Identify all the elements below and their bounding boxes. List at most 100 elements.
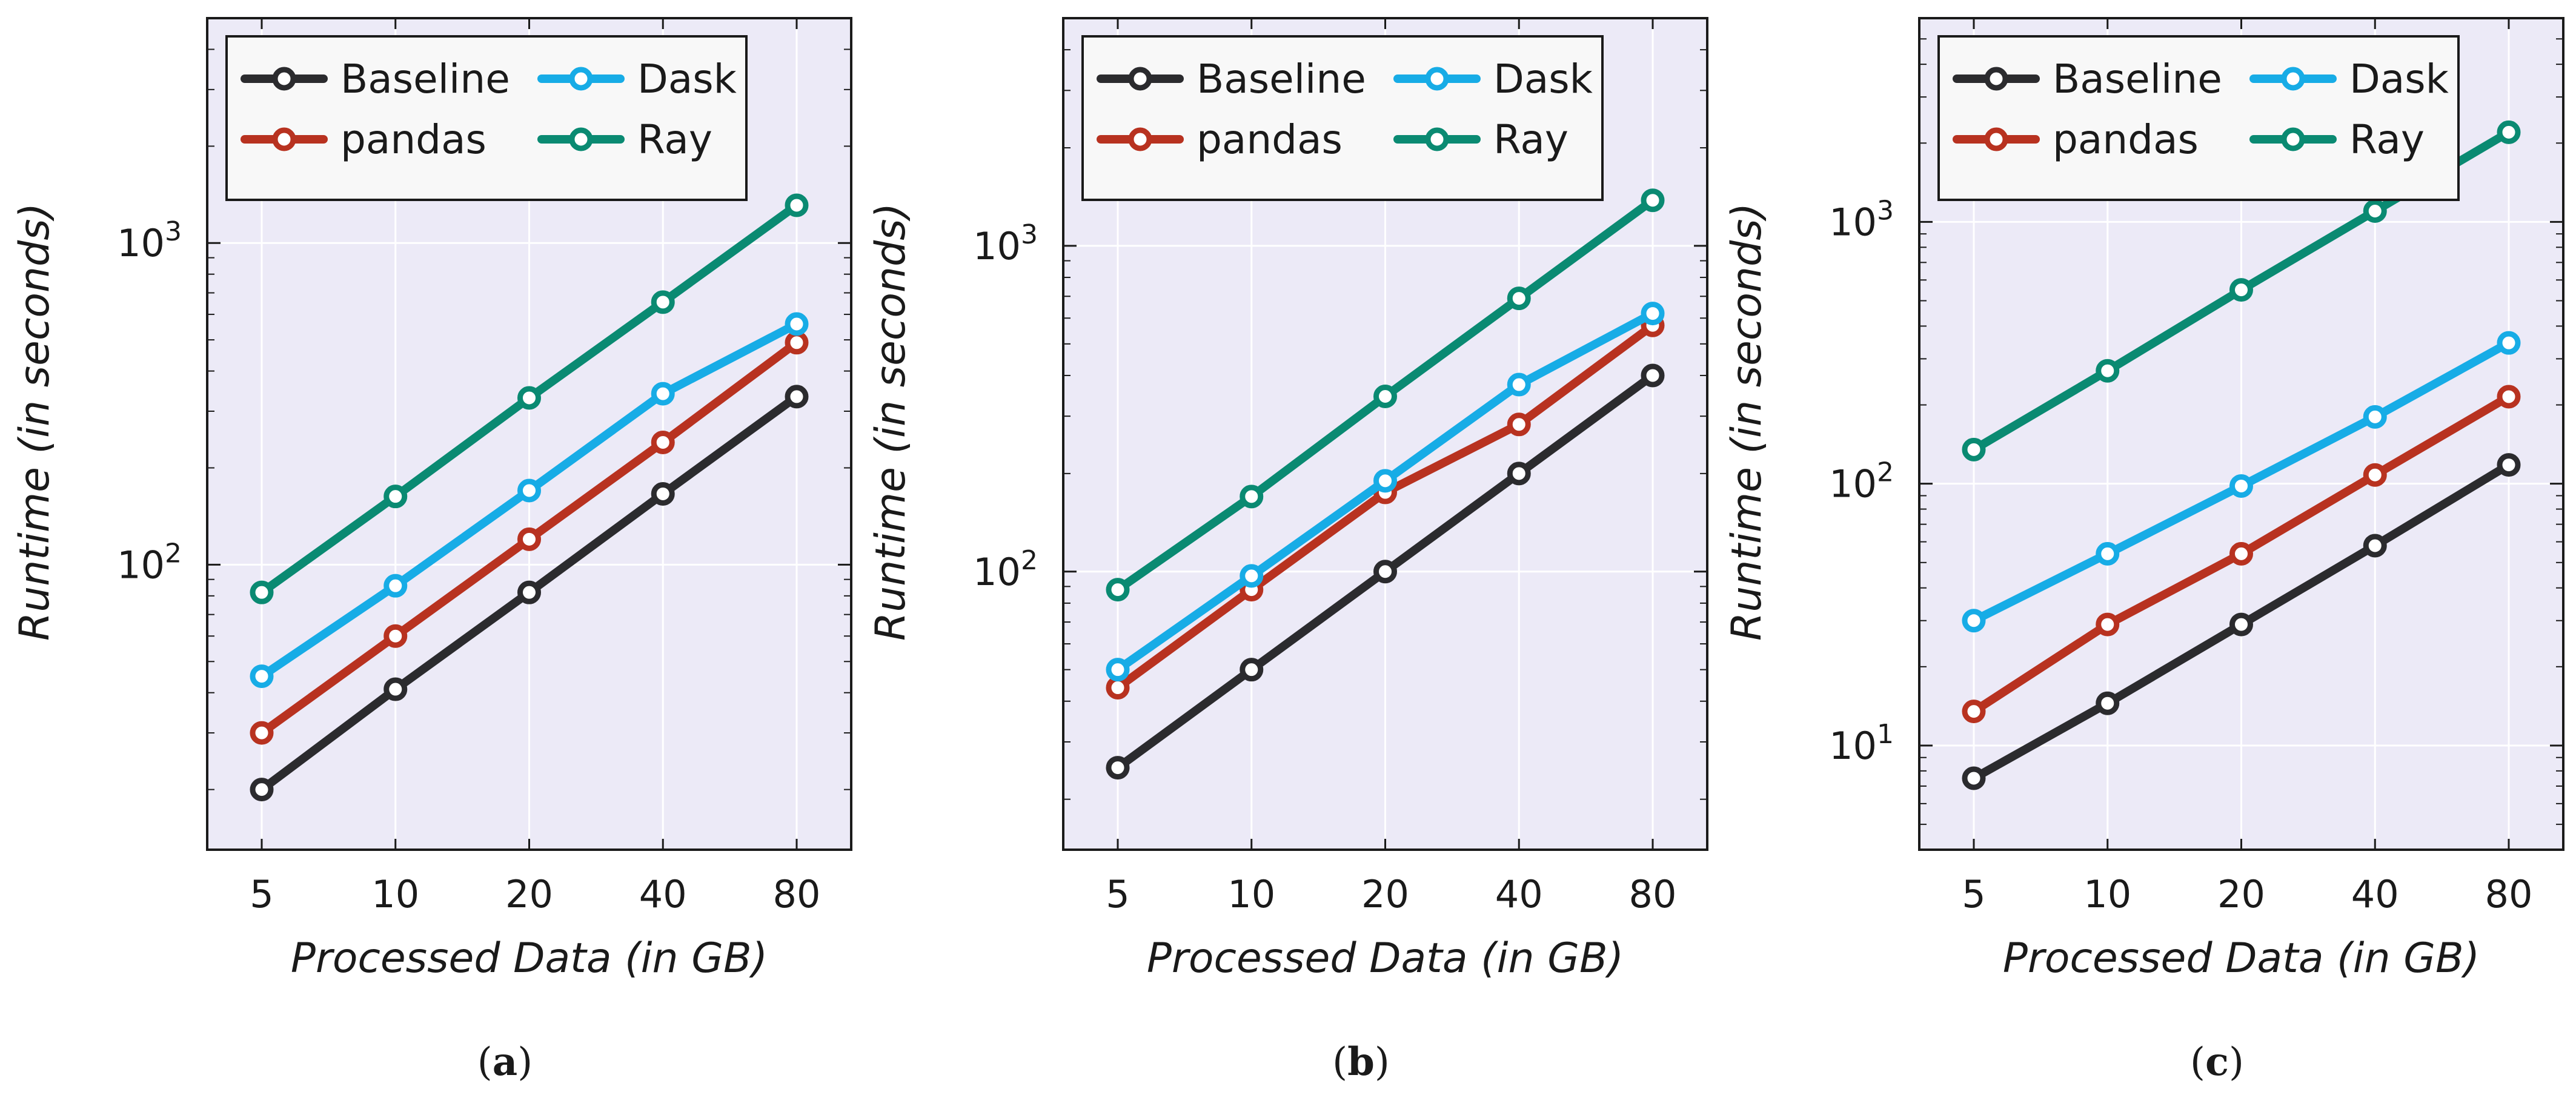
data-point-ray <box>2229 278 2253 302</box>
data-point-pandas <box>1962 700 1986 724</box>
x-axis-title: Processed Data (in GB) <box>1147 935 1624 982</box>
panel-label: (b) <box>1332 1039 1390 1085</box>
y-tick-base: 10 <box>1829 200 1877 244</box>
data-point-dask <box>651 382 675 406</box>
x-tick-label: 10 <box>371 872 419 916</box>
data-point-baseline <box>785 385 809 409</box>
data-point-dask <box>1106 658 1130 682</box>
data-point-pandas <box>2363 463 2387 487</box>
data-point-pandas <box>517 527 541 551</box>
legend-marker-ray <box>569 127 593 151</box>
data-point-ray <box>1373 385 1397 409</box>
legend-marker-baseline <box>1984 67 2008 91</box>
legend-label-ray: Ray <box>1493 116 1569 163</box>
data-point-dask <box>785 312 809 336</box>
data-point-baseline <box>1240 658 1264 682</box>
data-point-dask <box>1240 564 1264 588</box>
legend-marker-baseline <box>272 67 296 91</box>
legend-marker-dask <box>2281 67 2305 91</box>
x-tick-label: 5 <box>1962 872 1985 916</box>
x-axis-title: Processed Data (in GB) <box>291 935 768 982</box>
plot-frame <box>1918 17 2564 851</box>
data-point-dask <box>1962 609 1986 633</box>
data-point-baseline <box>2229 612 2253 637</box>
data-point-dask <box>1507 372 1531 397</box>
panel-label-close: ) <box>1375 1040 1390 1085</box>
x-tick-label: 20 <box>2217 872 2265 916</box>
legend-label-ray: Ray <box>2349 116 2425 163</box>
y-tick-base: 10 <box>117 221 165 265</box>
legend-label-ray: Ray <box>637 116 712 163</box>
panel-label-open: ( <box>1332 1040 1347 1085</box>
legend-marker-dask <box>569 67 593 91</box>
data-point-pandas <box>250 721 274 745</box>
data-point-ray <box>1962 437 1986 461</box>
panel-label-open: ( <box>477 1040 493 1085</box>
data-point-ray <box>383 485 408 509</box>
legend-label-pandas: pandas <box>340 116 486 163</box>
x-axis-title: Processed Data (in GB) <box>2003 935 2480 982</box>
data-point-baseline <box>1373 560 1397 584</box>
data-point-pandas <box>785 331 809 355</box>
data-point-pandas <box>651 430 675 454</box>
data-point-baseline <box>2497 453 2521 477</box>
data-point-dask <box>2229 474 2253 498</box>
legend-label-baseline: Baseline <box>2053 56 2222 102</box>
y-tick-exponent: 3 <box>1877 195 1894 226</box>
data-point-ray <box>1641 188 1665 213</box>
data-point-baseline <box>383 677 408 701</box>
y-tick-label: 103 <box>973 219 1038 268</box>
x-tick-label: 20 <box>505 872 553 916</box>
y-tick-base: 10 <box>1829 462 1877 506</box>
x-tick-label: 80 <box>1629 872 1677 916</box>
y-tick-exponent: 3 <box>165 216 182 247</box>
panel-label-letter: b <box>1347 1039 1375 1085</box>
legend-marker-pandas <box>1128 127 1152 151</box>
y-tick-label: 101 <box>1829 719 1894 768</box>
data-point-ray <box>2497 120 2521 144</box>
x-tick-label: 40 <box>2351 872 2399 916</box>
data-point-pandas <box>2229 541 2253 566</box>
panel-label: (a) <box>477 1039 533 1085</box>
x-tick-label: 20 <box>1361 872 1409 916</box>
data-point-ray <box>1106 578 1130 602</box>
data-point-baseline <box>517 580 541 604</box>
y-tick-base: 10 <box>1829 724 1877 768</box>
panel-label-letter: c <box>2205 1039 2229 1085</box>
y-tick-label: 102 <box>1829 457 1894 506</box>
legend <box>1081 35 1604 201</box>
x-tick-label: 10 <box>2083 872 2131 916</box>
y-tick-exponent: 2 <box>165 538 182 569</box>
data-point-ray <box>651 290 675 314</box>
y-tick-exponent: 2 <box>1021 545 1038 576</box>
legend-marker-pandas <box>1984 127 2008 151</box>
legend-marker-ray <box>2281 127 2305 151</box>
legend-label-pandas: pandas <box>2053 116 2199 163</box>
y-tick-exponent: 1 <box>1877 719 1894 750</box>
legend-label-baseline: Baseline <box>340 56 510 102</box>
y-axis-title: Runtime (in seconds) <box>11 203 59 641</box>
data-point-baseline <box>1641 363 1665 388</box>
legend-marker-pandas <box>272 127 296 151</box>
data-point-ray <box>517 386 541 410</box>
y-axis-title: Runtime (in seconds) <box>1723 203 1771 641</box>
panel-label: (c) <box>2190 1039 2244 1085</box>
data-point-baseline <box>1106 756 1130 780</box>
y-tick-base: 10 <box>117 543 165 587</box>
x-tick-label: 5 <box>1106 872 1129 916</box>
data-point-dask <box>1641 302 1665 326</box>
data-point-baseline <box>1507 461 1531 486</box>
legend <box>1937 35 2460 201</box>
data-point-dask <box>250 664 274 689</box>
y-tick-label: 103 <box>117 216 182 265</box>
x-tick-label: 40 <box>1495 872 1543 916</box>
x-tick-label: 80 <box>2485 872 2533 916</box>
data-point-dask <box>383 574 408 598</box>
legend-label-dask: Dask <box>637 56 737 102</box>
data-point-baseline <box>1962 766 1986 790</box>
x-tick-label: 10 <box>1227 872 1275 916</box>
